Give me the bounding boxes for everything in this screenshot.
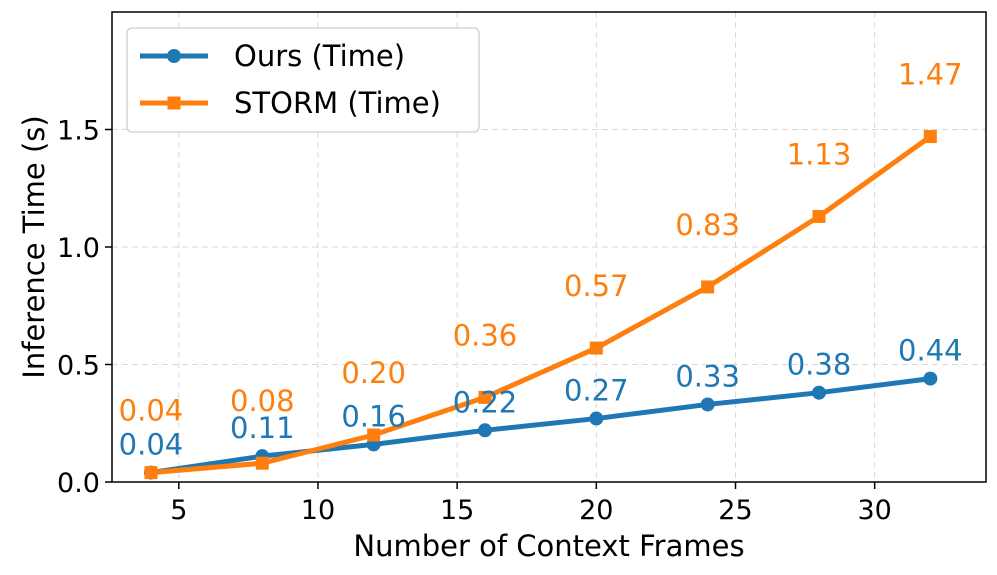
- y-tick-label: 0.0: [57, 468, 100, 499]
- series-line-storm-time: [150, 134, 932, 476]
- x-tick-label: 5: [170, 495, 187, 526]
- axis-ticks: 5 10 15 20 25 30 0.0 0.5 1.0 1.5: [57, 116, 892, 527]
- data-point: [477, 423, 492, 438]
- data-point: [923, 130, 937, 144]
- data-point: [812, 209, 826, 223]
- x-tick-label: 20: [579, 495, 613, 526]
- data-point: [811, 385, 826, 400]
- data-label: 0.04: [119, 428, 184, 462]
- y-tick-label: 1.5: [57, 116, 100, 147]
- data-label: 0.16: [341, 399, 406, 433]
- legend: Ours (Time) STORM (Time): [126, 27, 480, 133]
- data-labels: 0.04 0.11 0.16 0.22 0.27 0.33 0.38 0.44 0.04 0.08…: [119, 58, 963, 462]
- x-tick-label: 15: [440, 495, 474, 526]
- x-axis-label: Number of Context Frames: [353, 529, 744, 563]
- data-point: [367, 428, 381, 442]
- data-point: [478, 390, 492, 404]
- data-point: [144, 466, 158, 480]
- x-tick-label: 10: [301, 495, 335, 526]
- legend-box: [126, 27, 480, 133]
- data-label: 0.33: [675, 359, 740, 393]
- series-line-ours-time: [150, 376, 931, 476]
- data-point: [589, 341, 603, 355]
- data-point: [701, 280, 715, 294]
- data-label: 0.83: [675, 208, 740, 242]
- x-tick-label: 30: [857, 495, 891, 526]
- x-tick-label: 25: [718, 495, 752, 526]
- data-label: 0.57: [564, 269, 629, 303]
- legend-label: STORM (Time): [234, 86, 441, 120]
- data-point: [923, 371, 938, 386]
- data-label: 0.20: [341, 356, 406, 390]
- data-label: 0.04: [119, 394, 184, 428]
- data-label: 1.47: [898, 58, 963, 92]
- data-label: 0.44: [898, 334, 963, 368]
- legend-marker: [167, 49, 181, 63]
- data-label: 0.27: [564, 374, 629, 408]
- data-label: 0.38: [787, 348, 852, 382]
- data-label: 0.36: [453, 318, 518, 352]
- series-layer: [143, 130, 938, 480]
- data-point: [700, 397, 715, 412]
- y-axis-label: Inference Time (s): [17, 115, 51, 378]
- y-tick-label: 0.5: [57, 351, 100, 382]
- data-point: [255, 456, 269, 470]
- y-tick-label: 1.0: [57, 233, 100, 264]
- legend-marker: [167, 96, 181, 110]
- data-label: 0.11: [230, 411, 295, 445]
- data-label: 0.08: [230, 384, 295, 418]
- data-label: 1.13: [787, 137, 852, 171]
- data-label: 0.22: [453, 385, 518, 419]
- data-point: [589, 411, 604, 426]
- legend-label: Ours (Time): [234, 39, 405, 73]
